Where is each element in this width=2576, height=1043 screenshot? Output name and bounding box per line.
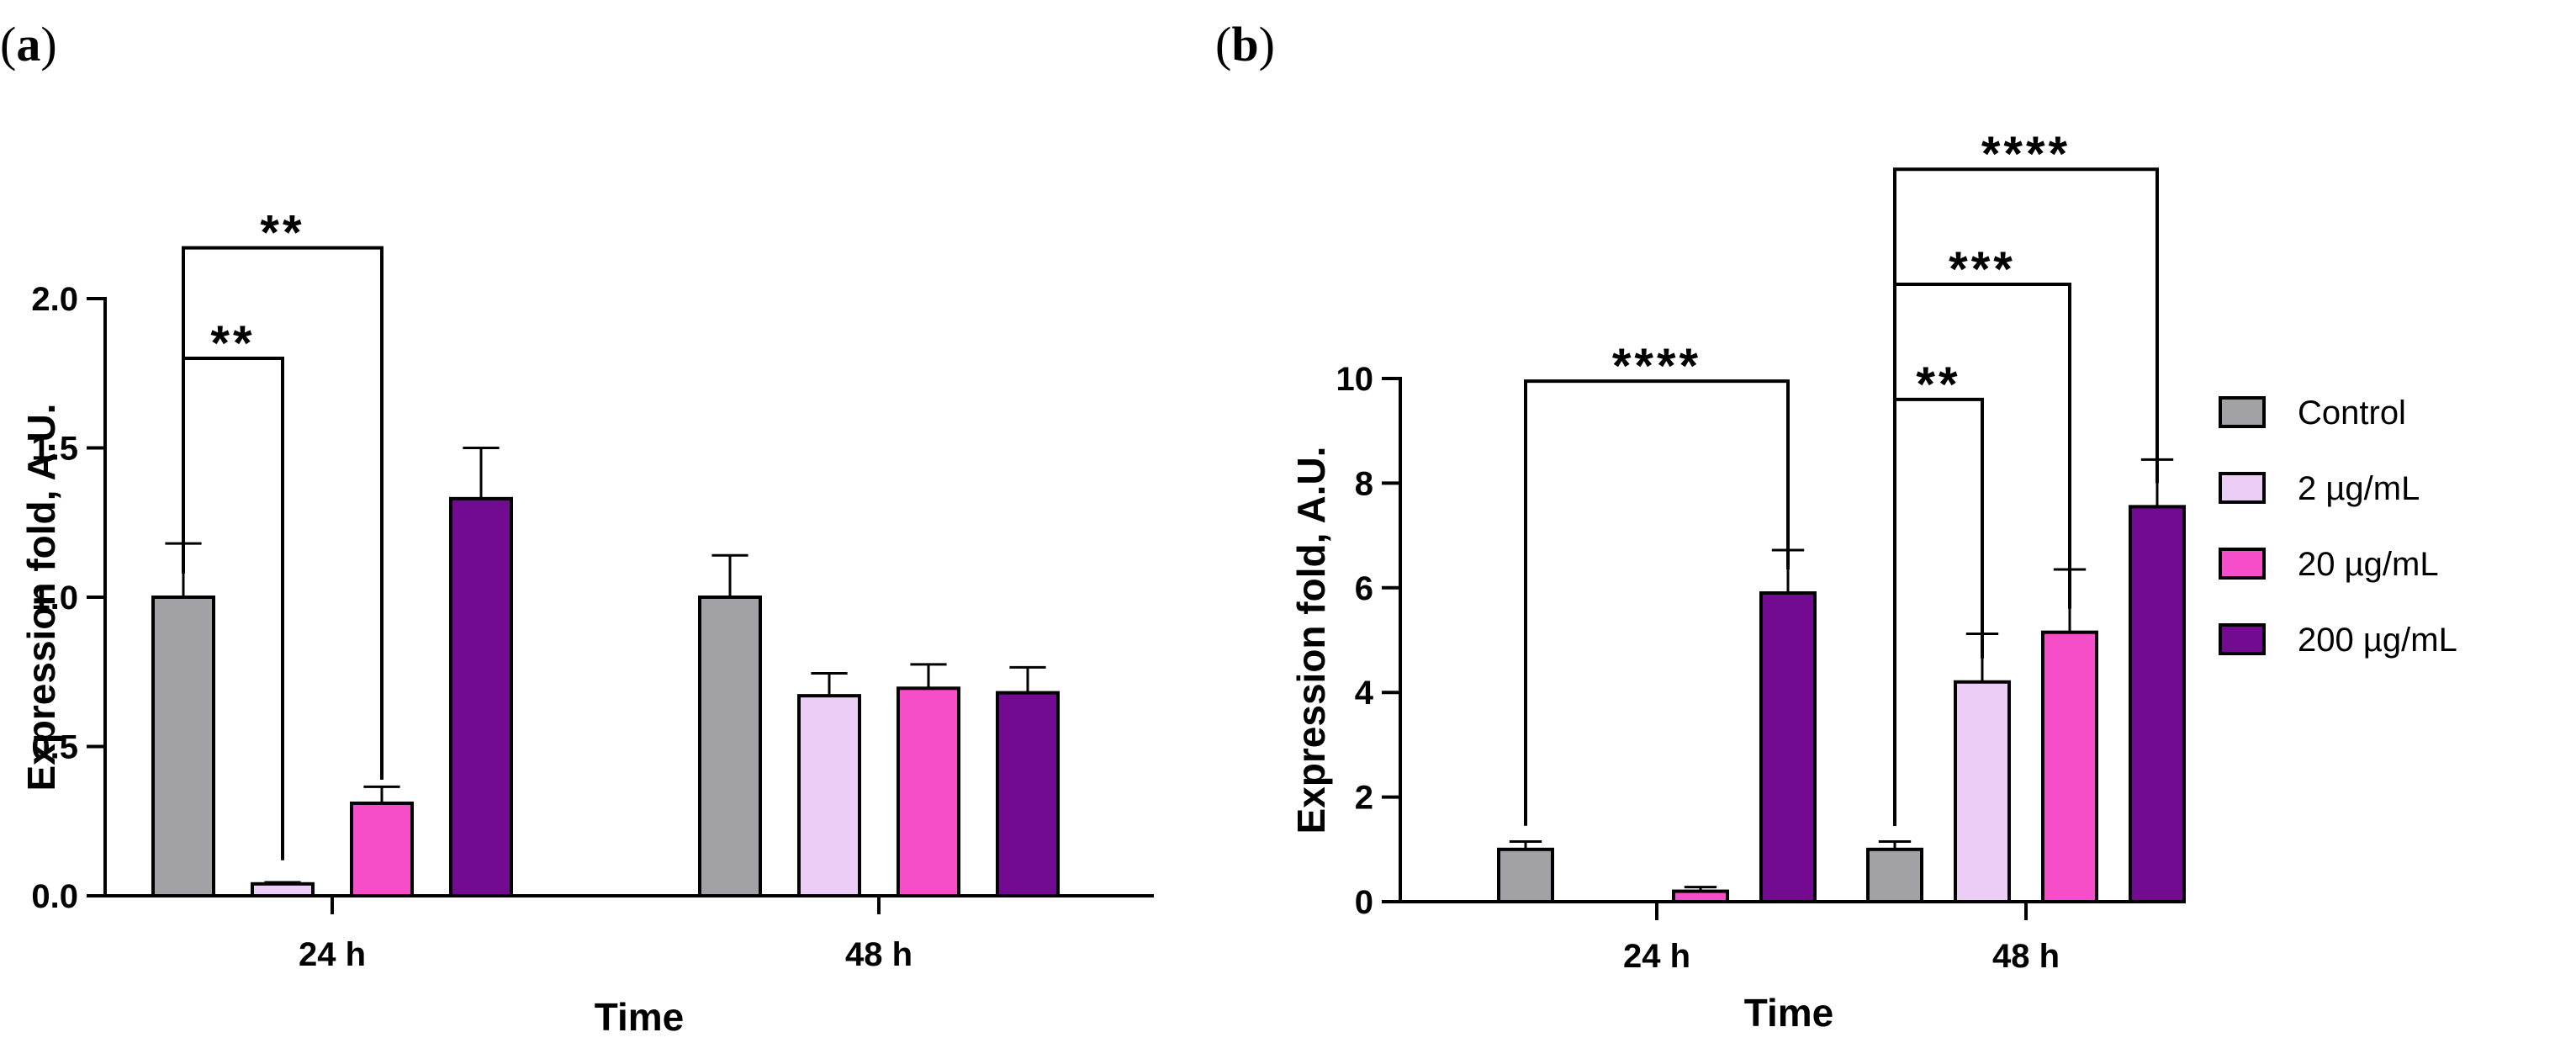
- bar: [2041, 630, 2098, 903]
- y-tick-label: 10: [1336, 361, 1374, 398]
- significance-stars: ***: [1949, 242, 2016, 297]
- legend-label: 2 µg/mL: [2298, 470, 2420, 507]
- y-tick-label: 0.5: [31, 729, 78, 766]
- legend-swatch: [2219, 623, 2266, 655]
- y-tick-label: 8: [1355, 465, 1373, 502]
- bar: [1759, 591, 1817, 904]
- significance-bracket: [1893, 167, 2159, 826]
- bar: [2129, 505, 2186, 903]
- significance-stars: **: [1916, 357, 1960, 412]
- bar: [1672, 889, 1729, 904]
- bar: [449, 496, 513, 897]
- legend-label: 20 µg/mL: [2298, 546, 2439, 583]
- legend-swatch: [2219, 396, 2266, 428]
- y-tick-label: 0: [1355, 884, 1373, 921]
- legend-label: Control: [2298, 394, 2406, 431]
- x-tick-label: 48 h: [845, 936, 912, 973]
- legend-swatch: [2219, 472, 2266, 504]
- legend-swatch: [2219, 548, 2266, 580]
- x-tick-label: 48 h: [1992, 938, 2060, 975]
- significance-stars: ****: [1612, 339, 1701, 394]
- y-tick-label: 1.5: [31, 431, 78, 468]
- bar: [1497, 847, 1554, 903]
- significance-bracket: [182, 246, 383, 780]
- x-axis-title: Time: [595, 995, 685, 1039]
- chart-a: 0.0 0.5 1.0 1.5 2.0 24 h 48 h Time Expression fo…: [19, 206, 1154, 1039]
- significance-stars: **: [260, 206, 304, 261]
- significance-bracket: [1524, 379, 1790, 826]
- y-tick-label: 2: [1355, 780, 1373, 817]
- bar: [1866, 847, 1923, 903]
- bar: [151, 596, 215, 897]
- bar: [797, 694, 861, 898]
- y-tick-label: 2.0: [31, 281, 78, 318]
- bar: [251, 882, 315, 898]
- legend-label: 200 µg/mL: [2298, 622, 2457, 659]
- y-tick-label: 1.0: [31, 580, 78, 617]
- y-tick-label: 4: [1355, 675, 1374, 712]
- y-tick-label: 6: [1355, 570, 1373, 607]
- bar: [1954, 680, 2011, 903]
- x-tick-label: 24 h: [1623, 938, 1690, 975]
- y-axis-title: Expression fold, A.U.: [1289, 447, 1333, 834]
- significance-stars: ****: [1981, 127, 2071, 182]
- bar: [698, 596, 762, 897]
- legend: Control 2 µg/mL 20 µg/mL 200 µg/mL: [2219, 394, 2457, 659]
- bar: [350, 801, 414, 898]
- y-tick-label: 0.0: [31, 878, 78, 915]
- x-tick-label: 24 h: [299, 936, 366, 973]
- y-axis-title: Expression fold, A.U.: [19, 404, 63, 792]
- panel-label-a: (a): [0, 17, 57, 71]
- significance-stars: **: [210, 316, 255, 371]
- panel-label-b: (b): [1215, 17, 1275, 71]
- bar: [996, 691, 1060, 897]
- chart-b: 0 2 4 6 8 10 24 h 48 h Time Expression fold, A.U.…: [1289, 127, 2186, 1035]
- x-axis-title: Time: [1744, 991, 1834, 1035]
- bar: [897, 686, 960, 898]
